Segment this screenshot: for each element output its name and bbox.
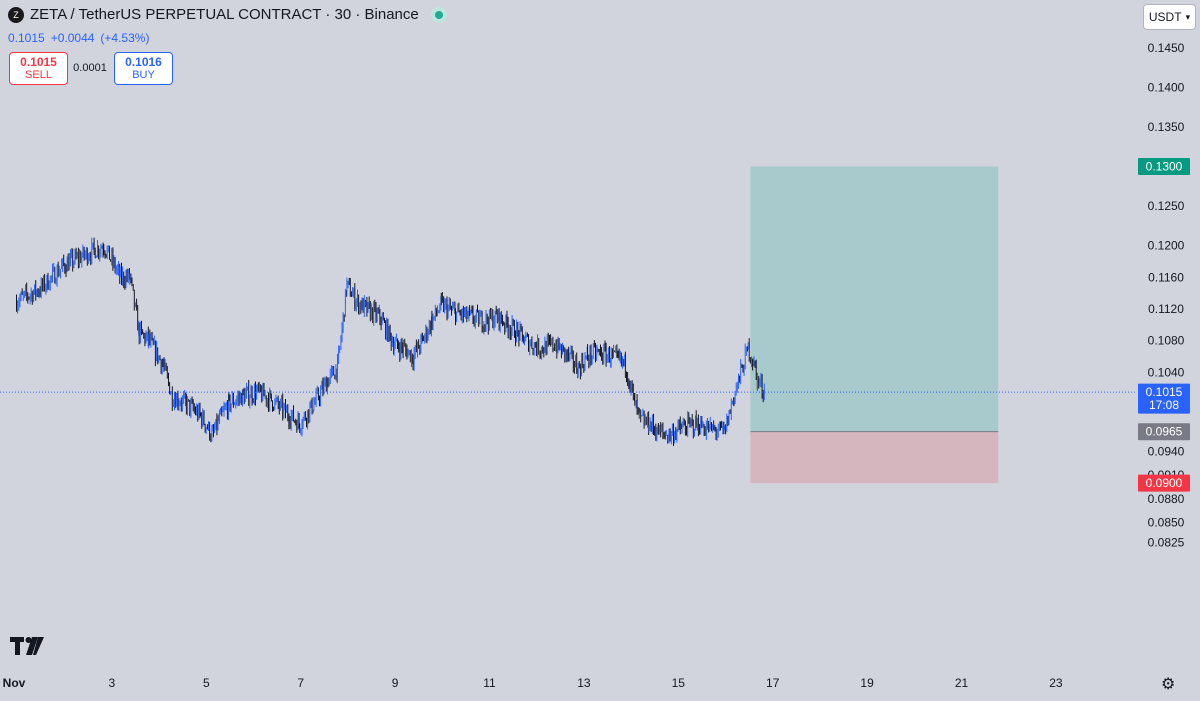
tradingview-logo-icon[interactable]: [10, 637, 44, 660]
x-tick-label: 5: [203, 676, 210, 690]
y-tick-label: 0.0850: [1148, 516, 1185, 530]
y-tick-label: 0.1200: [1148, 239, 1185, 253]
sell-button[interactable]: 0.1015 SELL: [9, 52, 68, 85]
y-tick-label: 0.1450: [1148, 41, 1185, 55]
currency-select[interactable]: USDT ▾: [1143, 4, 1196, 30]
x-tick-label: 17: [766, 676, 780, 690]
chevron-down-icon: ▾: [1185, 11, 1191, 22]
x-tick-label: 23: [1049, 676, 1063, 690]
buy-label: BUY: [132, 68, 155, 81]
sell-price: 0.1015: [20, 54, 57, 69]
y-tick-label: 0.1120: [1148, 302, 1184, 316]
symbol-header: Z ZETA / TetherUS PERPETUAL CONTRACT · 3…: [8, 6, 447, 23]
target-price-label-text: 0.1300: [1146, 160, 1183, 174]
symbol-title[interactable]: ZETA / TetherUS PERPETUAL CONTRACT · 30 …: [30, 6, 419, 23]
y-tick-label: 0.1250: [1148, 199, 1185, 213]
x-tick-label: 13: [577, 676, 591, 690]
currency-label: USDT: [1148, 10, 1182, 24]
buy-button[interactable]: 0.1016 BUY: [114, 52, 173, 85]
y-tick-label: 0.1400: [1148, 80, 1185, 94]
symbol-logo-icon[interactable]: Z: [8, 6, 24, 23]
entry-price-label-text: 0.0965: [1146, 425, 1183, 439]
countdown-text: 17:08: [1149, 398, 1179, 412]
y-tick-label: 0.0880: [1148, 492, 1185, 506]
y-tick-label: 0.1080: [1148, 334, 1185, 348]
sell-label: SELL: [25, 68, 52, 81]
x-tick-label: 3: [109, 676, 116, 690]
y-tick-label: 0.0825: [1148, 536, 1185, 550]
stop-price-label[interactable]: 0.0900: [1138, 474, 1190, 492]
current-price-label-bg: [1138, 383, 1190, 414]
market-status-icon[interactable]: [430, 6, 447, 23]
y-tick-label: 0.0940: [1148, 444, 1185, 458]
y-tick-label: 0.1040: [1148, 365, 1185, 379]
y-tick-label: 0.1160: [1148, 270, 1184, 284]
price-change-pct: (+4.53%): [100, 31, 150, 45]
buy-price: 0.1016: [125, 54, 162, 69]
x-tick-label: 11: [483, 676, 496, 690]
current-price-label-text: 0.1015: [1146, 385, 1183, 399]
stop-price-label-bg: [1138, 474, 1190, 492]
stop-price-label-text: 0.0900: [1146, 476, 1183, 490]
price-change: +0.0044: [50, 31, 95, 45]
target-price-label-bg: [1138, 158, 1190, 175]
y-tick-label: 0.1350: [1148, 120, 1185, 134]
spread-value: 0.0001: [73, 62, 107, 74]
gear-icon[interactable]: ⚙: [1161, 676, 1176, 693]
x-tick-label: 21: [955, 676, 969, 690]
last-price: 0.1015: [8, 31, 45, 45]
profit-zone[interactable]: [750, 166, 999, 432]
x-tick-label: 15: [672, 676, 686, 690]
x-tick-label: 19: [860, 676, 874, 690]
entry-price-label[interactable]: 0.0965: [1138, 423, 1190, 441]
loss-zone[interactable]: [750, 431, 999, 484]
x-tick-label: 9: [392, 676, 399, 690]
x-tick-label: 7: [297, 676, 304, 690]
price-summary: 0.1015 +0.0044 (+4.53%): [8, 31, 155, 45]
entry-price-label-bg: [1138, 423, 1190, 441]
x-tick-label: Nov: [3, 676, 26, 690]
target-price-label[interactable]: 0.1300: [1138, 158, 1190, 175]
